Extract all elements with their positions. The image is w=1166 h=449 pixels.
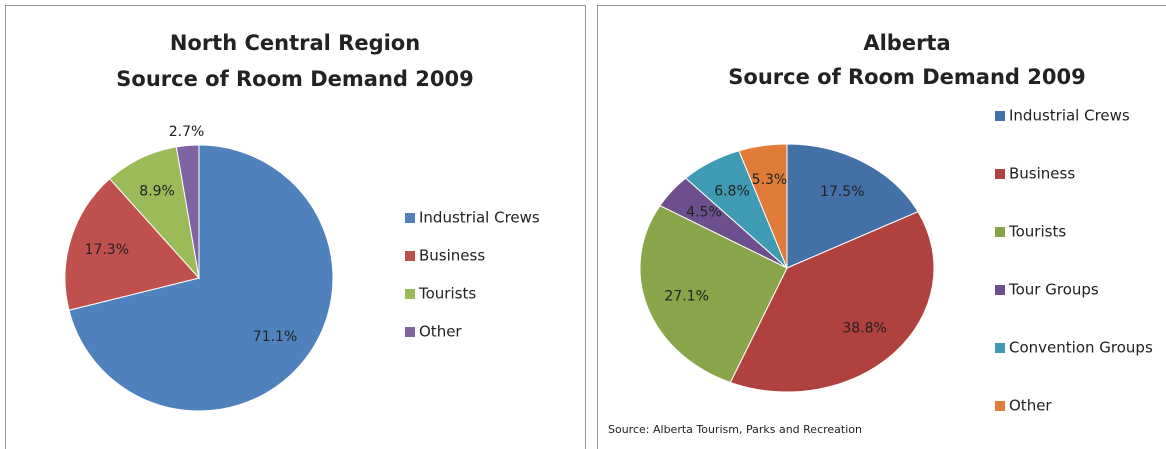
data-label: 8.9% [139,184,175,200]
chart-title: Source of Room Demand 2009 [728,65,1085,89]
legend-label: Industrial Crews [419,209,540,227]
chart-title: Source of Room Demand 2009 [116,67,473,91]
data-label: 4.5% [686,205,722,221]
legend-swatch [405,251,415,261]
chart-title: North Central Region [170,31,420,55]
data-label: 2.7% [169,124,205,140]
legend-swatch [995,227,1005,237]
data-label: 27.1% [664,288,708,304]
panel-left [5,5,586,449]
data-label: 6.8% [714,184,750,200]
legend-swatch [995,169,1005,179]
pie-slice [786,143,919,269]
legend-label: Business [1009,165,1075,183]
chart-title: Alberta [863,31,950,55]
legend-label: Tourists [1008,223,1066,241]
pie-slice [639,204,788,384]
legend-swatch [995,401,1005,411]
data-label: 17.5% [820,184,864,200]
legend-label: Tour Groups [1008,281,1099,299]
panel-right [597,5,1166,449]
legend-label: Industrial Crews [1009,107,1130,125]
legend-swatch [405,327,415,337]
pie-slice [175,144,200,279]
data-label: 71.1% [253,329,297,345]
legend-swatch [405,213,415,223]
legend-label: Convention Groups [1009,339,1153,357]
legend-swatch [405,289,415,299]
legend-label: Tourists [418,285,476,303]
data-label: 17.3% [85,242,129,258]
legend-swatch [995,285,1005,295]
legend-label: Other [419,323,462,341]
pie-slice [68,144,334,412]
legend-swatch [995,111,1005,121]
pie-slice [64,178,200,311]
pie-slice [729,211,935,393]
data-label: 5.3% [752,172,788,188]
legend-label: Other [1009,397,1052,415]
legend-swatch [995,343,1005,353]
pie-slice [738,143,788,269]
legend-label: Business [419,247,485,265]
source-note: Source: Alberta Tourism, Parks and Recre… [608,423,862,436]
data-label: 38.8% [842,321,886,337]
